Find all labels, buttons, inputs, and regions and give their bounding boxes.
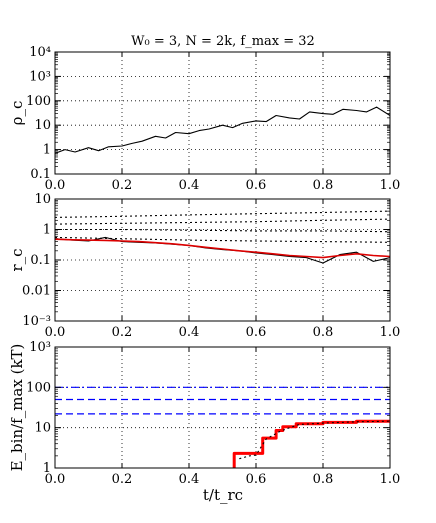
y-axis-title: ρ_c [8, 101, 26, 126]
y-tick-label: 10 [34, 192, 51, 207]
series-line-2 [54, 236, 391, 243]
x-tick-label: 0.0 [45, 472, 66, 487]
x-tick-label: 0.8 [313, 178, 334, 193]
y-axis-title: r_c [8, 248, 26, 271]
x-tick-label: 0.2 [112, 472, 133, 487]
series-line-0 [232, 419, 390, 468]
x-tick-label: 0.6 [246, 325, 267, 340]
x-tick-label: 0.8 [313, 325, 334, 340]
x-tick-label: 1.0 [380, 178, 401, 193]
series-line-5 [54, 210, 391, 218]
y-tick-label: 1 [43, 461, 51, 476]
x-axis-title: t/t_rc [203, 486, 243, 504]
x-tick-label: 0.0 [45, 325, 66, 340]
x-tick-label: 1.0 [380, 472, 401, 487]
y-tick-label: 0.1 [30, 167, 51, 182]
x-tick-label: 0.6 [246, 472, 267, 487]
y-tick-label: 10⁻³ [22, 314, 51, 329]
panel-core-radius: 0.0 0.2 0.4 0.6 0.8 1.0 10⁻³ 0.01 0.1 1 10 r_c [8, 192, 400, 340]
plot-frame [54, 51, 391, 175]
plot-frame [54, 346, 391, 469]
x-tick-label: 0.0 [45, 178, 66, 193]
x-tick-label: 0.8 [313, 472, 334, 487]
x-tick-label: 0.6 [246, 178, 267, 193]
y-tick-label: 100 [26, 94, 51, 109]
x-tick-label: 0.4 [179, 472, 200, 487]
x-tick-label: 0.2 [112, 325, 133, 340]
y-tick-label: 10³ [29, 340, 51, 355]
series-line-4 [54, 218, 391, 225]
y-tick-label: 10⁴ [29, 45, 51, 60]
y-tick-label: 0.01 [22, 284, 51, 299]
x-tick-label: 0.4 [179, 178, 200, 193]
y-tick-label: 10³ [29, 69, 51, 84]
y-tick-label: 1 [43, 223, 51, 238]
series-line-1 [54, 238, 391, 259]
x-tick-label: 1.0 [380, 325, 401, 340]
y-axis-title: E_bin/f_max (kT) [8, 344, 26, 472]
y-tick-label: 1 [43, 143, 51, 158]
series-line-3 [55, 228, 391, 233]
series-line-0 [54, 106, 391, 154]
y-tick-label: 100 [26, 380, 51, 395]
y-tick-label: 0.1 [30, 253, 51, 268]
x-tick-label: 0.4 [179, 325, 200, 340]
panel-core-density: 0.0 0.2 0.4 0.6 0.8 1.0 0.1 1 10 100 10³ 10⁴ ρ_c [8, 45, 400, 193]
y-tick-label: 10 [34, 421, 51, 436]
series-line-0 [54, 236, 391, 264]
x-tick-label: 0.2 [112, 178, 133, 193]
figure-title: W₀ = 3, N = 2k, f_max = 32 [131, 34, 315, 49]
y-tick-label: 10 [34, 118, 51, 133]
series-line-1 [239, 420, 391, 460]
